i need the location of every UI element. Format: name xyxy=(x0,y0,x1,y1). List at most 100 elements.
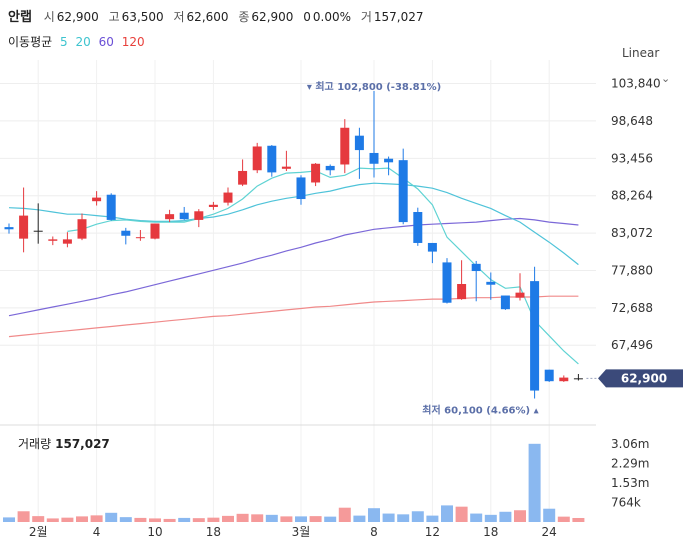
x-tick-label: 8 xyxy=(370,525,378,539)
candle-body xyxy=(559,377,569,382)
candle-body xyxy=(223,192,233,203)
volume-bar xyxy=(119,517,132,522)
volume-bar xyxy=(368,508,380,522)
volume-bar xyxy=(32,516,45,522)
volume-bar xyxy=(324,516,337,522)
volume-bar xyxy=(280,516,293,522)
y-tick-label: 93,456 xyxy=(611,151,653,165)
ma-120-label: 120 xyxy=(121,35,145,49)
ma20-line xyxy=(8,182,579,266)
high-value: 63,500 xyxy=(121,10,164,24)
candle-body xyxy=(398,160,408,223)
volume-bar xyxy=(338,507,351,522)
scale-mode-toggle[interactable]: Linear xyxy=(622,46,660,60)
candle-body xyxy=(267,145,277,173)
candle-body xyxy=(515,292,525,298)
candle-body xyxy=(194,211,204,220)
candle-body xyxy=(92,197,102,202)
volume-bar xyxy=(295,516,307,522)
volume-bar xyxy=(251,514,264,522)
low-label: 저 xyxy=(173,10,185,24)
volume-bar xyxy=(309,516,322,522)
candle-body xyxy=(544,369,554,382)
y-tick-label: 67,496 xyxy=(611,338,653,352)
price-header: 안랩 시 62,900 고 63,500 저 62,600 종 62,900 0 0.00… xyxy=(8,6,430,25)
volume-tick-label: 1.53m xyxy=(611,476,649,490)
close-value: 62,900 xyxy=(251,10,294,24)
high-label: 고 xyxy=(108,10,120,24)
candle-body xyxy=(19,215,29,239)
volume-bar xyxy=(411,511,424,522)
volume-tick-label: 764k xyxy=(611,495,641,509)
ma-title: 이동평균 xyxy=(8,35,53,49)
candle-body xyxy=(121,230,131,236)
candle-body xyxy=(486,281,496,285)
volume-bar xyxy=(76,516,88,522)
moving-average-legend[interactable]: 이동평균 5 20 60 120 xyxy=(8,33,149,50)
volume-panel-title: 거래량 157,027 xyxy=(18,435,110,452)
x-tick-label: 10 xyxy=(147,525,162,539)
change-pct: 0.00% xyxy=(312,10,352,24)
candle-body xyxy=(62,239,72,244)
volume-bar xyxy=(455,506,468,522)
volume-bar xyxy=(163,518,176,522)
volume-bar xyxy=(499,511,512,522)
volume-bar xyxy=(528,443,541,522)
ma-5-label: 5 xyxy=(60,35,68,49)
volume-tick-label: 2.29m xyxy=(611,456,649,470)
volume-bar xyxy=(265,514,278,522)
y-tick-label: 88,264 xyxy=(611,189,653,203)
low-annotation: 최저 60,100 (4.66%) ▴ xyxy=(422,403,538,416)
ma120-line xyxy=(8,295,579,338)
volume-bar xyxy=(426,515,439,522)
volume-bar xyxy=(557,516,570,522)
candle-body xyxy=(135,237,145,239)
candle-body xyxy=(33,230,43,232)
volume-bar xyxy=(397,514,410,522)
candle-body xyxy=(500,295,510,310)
volume-tick-label: 3.06m xyxy=(611,437,649,451)
chevron-down-icon[interactable]: ⌄ xyxy=(661,72,671,85)
candle-body xyxy=(369,152,379,164)
candle-body xyxy=(354,135,364,151)
current-price-tag-label: 62,900 xyxy=(621,371,667,385)
volume-bar xyxy=(207,517,220,522)
current-price-tag xyxy=(598,369,683,388)
candle-body xyxy=(311,163,321,183)
y-tick-label: 103,840 xyxy=(611,77,661,91)
volume-bar xyxy=(90,515,103,522)
ma-20-label: 20 xyxy=(75,35,91,49)
volume-bar xyxy=(3,517,15,522)
candle-body xyxy=(413,212,423,243)
candle-body xyxy=(4,227,14,230)
candle-body xyxy=(179,212,189,220)
volume-bars: 3.06m 2.29m 1.53m 764k xyxy=(3,437,649,522)
volume-bar xyxy=(382,513,395,522)
x-tick-label: 4 xyxy=(93,525,101,539)
candle-body xyxy=(457,284,467,300)
candle-body xyxy=(530,281,540,391)
open-value: 62,900 xyxy=(56,10,99,24)
open-label: 시 xyxy=(43,10,55,24)
x-tick-label: 2월 xyxy=(29,525,48,539)
volume-bar xyxy=(236,513,249,522)
gridlines: 103,840 98,648 93,456 88,264 83,072 77,880 72,… xyxy=(0,60,661,539)
ma-60-label: 60 xyxy=(98,35,114,49)
volume-bar xyxy=(572,517,585,522)
candle-body xyxy=(384,158,394,163)
candle-body xyxy=(325,165,335,171)
volume-bar xyxy=(353,515,366,522)
candle-body xyxy=(150,223,160,239)
x-tick-label: 24 xyxy=(542,525,557,539)
x-tick-label: 12 xyxy=(425,525,440,539)
y-tick-label: 98,648 xyxy=(611,114,653,128)
volume-bar xyxy=(484,514,497,522)
change-value: 0 xyxy=(303,10,311,24)
ma60-line xyxy=(8,217,579,317)
candle-body xyxy=(281,166,291,169)
candle-body xyxy=(427,242,437,252)
x-tick-label: 18 xyxy=(206,525,221,539)
candle-body xyxy=(340,127,350,165)
candle-body xyxy=(77,219,87,239)
